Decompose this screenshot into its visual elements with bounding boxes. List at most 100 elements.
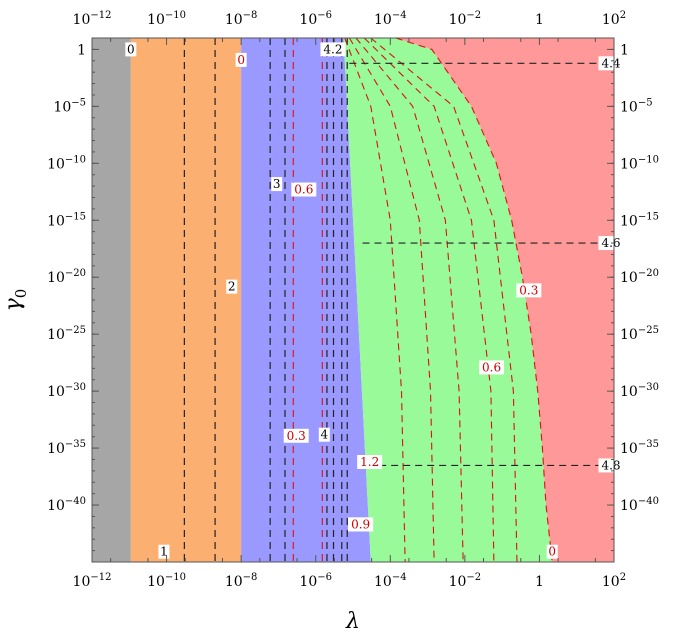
contour-label-5-text: 2 [228, 280, 236, 294]
x-tick-label-top-5: 10−2 [449, 10, 482, 28]
x-tick-label-bottom-3: 10−6 [299, 572, 332, 590]
contour-label-2: 4.2 [320, 42, 346, 57]
contour-label-4: 0.6 [291, 182, 317, 197]
contour-label-8-bg [283, 428, 309, 443]
y-axis-label: γ0 [1, 289, 30, 312]
red-curved-contour-4 [370, 37, 518, 563]
contour-label-14-bg [546, 544, 558, 559]
x-tick-label-bottom-0: 10−12 [73, 572, 112, 590]
contour-label-4-text: 0.6 [294, 183, 313, 197]
y-tick-label-right-0: 1 [620, 42, 629, 58]
contour-label-7-text: 0.6 [482, 360, 501, 374]
red-curved-contour-0 [344, 37, 406, 563]
y-tick-label-left-5: 10−25 [47, 325, 86, 343]
contour-label-3-bg [271, 177, 283, 192]
x-tick-label-bottom-1: 10−10 [147, 572, 186, 590]
contour-label-10: 1.2 [357, 455, 383, 470]
contour-label-6: 0.3 [516, 283, 542, 298]
contour-label-6-bg [516, 283, 542, 298]
y-tick-label-right-2: 10−10 [620, 154, 659, 172]
horizontal-contour-label-2: 4.8 [598, 458, 624, 473]
y-tick-label-left-8: 10−40 [47, 496, 86, 514]
contour-label-1: 0 [235, 52, 247, 67]
x-tick-label-top-7: 102 [602, 10, 626, 28]
contour-label-13-bg [158, 544, 170, 559]
contour-label-14: 0 [546, 544, 558, 559]
region-1 [130, 38, 242, 562]
x-tick-label-top-3: 10−6 [299, 10, 332, 28]
x-tick-label-top-0: 10−12 [73, 10, 112, 28]
red-curved-contour-1 [348, 37, 435, 563]
contour-label-3: 3 [271, 177, 283, 192]
horizontal-contour-label-0: 4.4 [598, 56, 624, 71]
red-curved-contour-3 [363, 37, 495, 563]
x-tick-label-bottom-5: 10−2 [449, 572, 482, 590]
contour-label-4-bg [291, 182, 317, 197]
contour-label-12-bg [348, 517, 374, 532]
contour-label-10-bg [357, 455, 383, 470]
contour-label-7: 0.6 [479, 360, 505, 375]
horizontal-contour-label-2-text: 4.8 [601, 458, 620, 472]
red-curved-contour-2 [355, 37, 464, 563]
contour-label-8: 0.3 [283, 428, 309, 443]
x-tick-label-bottom-4: 10−4 [374, 572, 407, 590]
contour-label-2-bg [320, 42, 346, 57]
contour-label-1-text: 0 [237, 53, 245, 67]
contour-label-9-bg [318, 427, 330, 442]
horizontal-contour-label-0-text: 4.4 [601, 56, 620, 70]
contour-label-5-bg [226, 279, 238, 294]
y-tick-label-right-7: 10−35 [620, 439, 659, 457]
contour-label-12-text: 0.9 [351, 517, 370, 531]
plot-regions [92, 38, 614, 562]
region-0 [92, 38, 131, 562]
x-axis-label: λ [345, 609, 360, 634]
y-tick-label-left-4: 10−20 [47, 268, 86, 286]
y-tick-label-right-5: 10−25 [620, 325, 659, 343]
y-tick-label-right-3: 10−15 [620, 211, 659, 229]
y-tick-label-left-7: 10−35 [47, 439, 86, 457]
y-tick-label-left-1: 10−5 [53, 97, 86, 115]
contour-label-9: 4 [318, 427, 330, 442]
horizontal-contour-label-0-bg [598, 56, 624, 71]
contour-label-6-text: 0.3 [519, 283, 538, 297]
y-tick-label-left-6: 10−30 [47, 382, 86, 400]
contour-label-13-text: 1 [160, 545, 168, 559]
axis-ticks: 10−12 10−12 10−10 10−10 10−8 10−8 10−6 10−6 10−4… [47, 10, 659, 590]
y-tick-label-left-3: 10−15 [47, 211, 86, 229]
y-tick-label-right-8: 10−40 [620, 496, 659, 514]
contour-label-0-text: 0 [127, 42, 135, 56]
contour-label-8-text: 0.3 [287, 429, 306, 443]
contour-label-10-text: 1.2 [360, 455, 379, 469]
y-tick-label-right-1: 10−5 [620, 97, 653, 115]
x-tick-label-top-1: 10−10 [147, 10, 186, 28]
contour-label-9-text: 4 [320, 428, 328, 442]
x-tick-label-top-2: 10−8 [225, 10, 258, 28]
contour-label-14-text: 0 [548, 545, 556, 559]
y-tick-label-left-0: 1 [77, 42, 86, 58]
y-tick-label-right-4: 10−20 [620, 268, 659, 286]
plot-contours [183, 37, 614, 563]
contour-label-0: 0 [125, 42, 137, 57]
y-tick-label-right-6: 10−30 [620, 382, 659, 400]
x-tick-label-top-6: 1 [535, 12, 544, 28]
contour-label-7-bg [479, 360, 505, 375]
contour-label-5: 2 [226, 279, 238, 294]
contour-label-13: 1 [158, 544, 170, 559]
x-tick-label-bottom-2: 10−8 [225, 572, 258, 590]
contour-label-0-bg [125, 42, 137, 57]
x-tick-label-top-4: 10−4 [374, 10, 407, 28]
region-2 [241, 38, 371, 562]
red-boundary-contour [395, 37, 553, 563]
x-tick-label-bottom-6: 1 [535, 574, 544, 590]
contour-label-3-text: 3 [273, 177, 281, 191]
y-tick-label-left-2: 10−10 [47, 154, 86, 172]
contour-label-12: 0.9 [348, 517, 374, 532]
contour-label-1-bg [235, 52, 247, 67]
x-tick-label-bottom-7: 102 [602, 572, 626, 590]
region-3 [343, 38, 553, 562]
region-4 [395, 38, 614, 562]
horizontal-contour-label-2-bg [598, 458, 624, 473]
contour-label-2-text: 4.2 [323, 42, 342, 56]
